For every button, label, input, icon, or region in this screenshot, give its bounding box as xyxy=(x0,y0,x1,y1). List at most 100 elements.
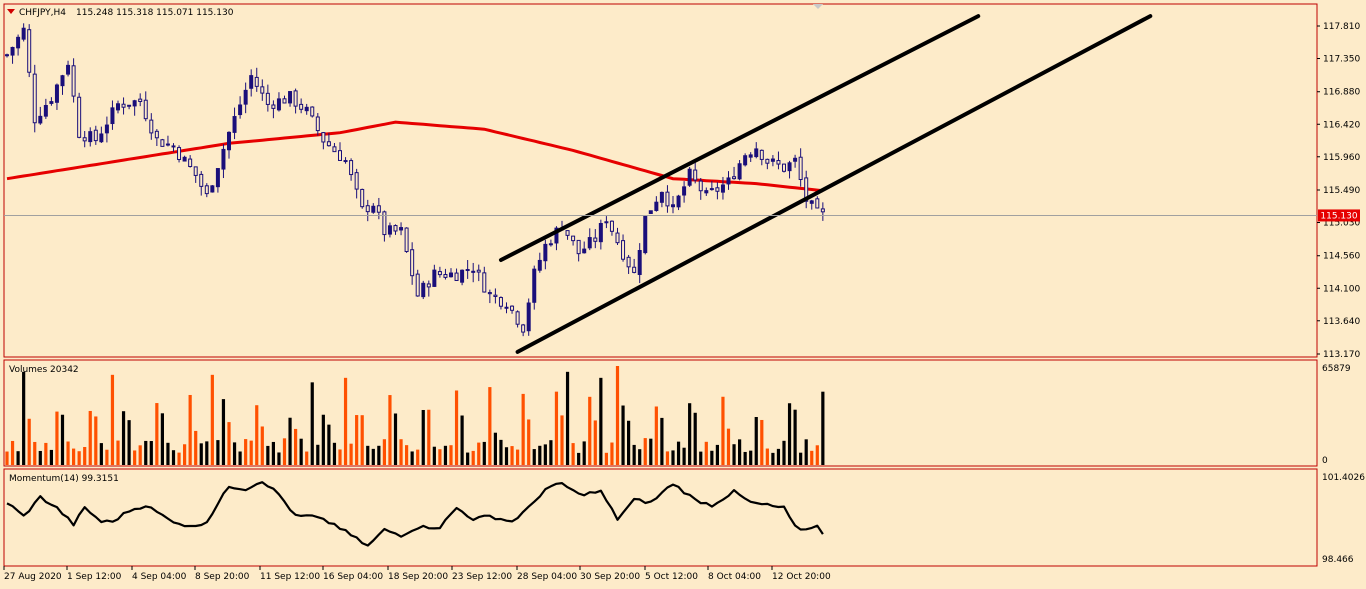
candle xyxy=(193,166,198,183)
candle xyxy=(543,239,548,270)
volume-bar xyxy=(183,444,187,465)
candle xyxy=(487,289,492,304)
volume-bar xyxy=(793,409,797,465)
volume-bar xyxy=(615,366,620,465)
volume-bar xyxy=(5,451,9,465)
volume-bar xyxy=(710,450,714,465)
time-tick-label: 27 Aug 2020 xyxy=(4,572,62,582)
candle xyxy=(709,181,714,191)
candle xyxy=(515,310,520,328)
volume-bar xyxy=(60,414,65,465)
momentum-label: Momentum(14) 99.3151 xyxy=(9,474,119,484)
volume-bar xyxy=(55,411,59,465)
shift-marker-icon[interactable] xyxy=(813,4,823,9)
volume-bar xyxy=(688,403,692,465)
candle xyxy=(66,60,71,77)
channel-lines-group[interactable] xyxy=(498,14,1153,354)
volume-bar xyxy=(432,446,436,465)
volume-bar xyxy=(88,410,92,465)
volume-bar xyxy=(160,413,164,465)
candle xyxy=(321,131,326,150)
candle xyxy=(54,83,59,110)
volume-bar xyxy=(438,449,442,465)
volume-bar xyxy=(810,450,814,465)
candle xyxy=(654,196,659,212)
volume-bar xyxy=(360,415,364,465)
volume-bar xyxy=(654,406,658,465)
volume-bar xyxy=(599,377,603,465)
momentum-panel[interactable]: Momentum(14) 99.3151 101.4026 98.466 xyxy=(3,468,1365,567)
candle xyxy=(715,182,720,200)
volume-bar xyxy=(294,428,298,465)
price-tick-label: 117.810 xyxy=(1323,22,1360,32)
candle xyxy=(671,196,675,214)
volume-bar xyxy=(266,445,270,465)
candle xyxy=(443,268,448,280)
candle xyxy=(110,100,115,130)
candle xyxy=(149,113,154,140)
candle xyxy=(99,126,104,144)
volume-bar xyxy=(232,442,237,465)
candle xyxy=(182,155,187,162)
candle xyxy=(576,239,581,262)
volume-bar xyxy=(776,448,781,465)
candle xyxy=(260,79,265,101)
candle xyxy=(460,269,465,286)
candle xyxy=(759,149,764,166)
volume-bar xyxy=(216,440,220,465)
candle xyxy=(116,100,120,114)
volume-bar xyxy=(543,444,547,465)
volume-bar xyxy=(116,440,120,465)
candle xyxy=(21,23,26,42)
candle xyxy=(49,97,54,106)
candle xyxy=(143,91,148,122)
price-tick-label: 114.560 xyxy=(1323,252,1360,262)
volume-bar xyxy=(421,409,425,465)
volume-bar xyxy=(488,387,492,465)
volume-bar xyxy=(99,443,103,465)
candle xyxy=(521,323,526,337)
volume-panel[interactable]: Volumes 20342 65879 0 xyxy=(3,359,1351,467)
momentum-line xyxy=(6,481,824,547)
channel-line[interactable] xyxy=(498,14,981,262)
candle xyxy=(265,84,270,112)
volume-bar xyxy=(749,450,753,465)
price-tick-label: 113.170 xyxy=(1323,350,1360,360)
candle xyxy=(43,98,48,119)
candle xyxy=(532,265,537,310)
channel-line[interactable] xyxy=(515,14,1153,354)
volume-bar xyxy=(588,396,592,465)
price-tag: 115.130 xyxy=(1318,209,1360,222)
volume-bar xyxy=(482,441,486,465)
candle xyxy=(504,302,509,314)
candle xyxy=(199,171,204,196)
dropdown-triangle-icon[interactable] xyxy=(7,9,15,14)
candle xyxy=(471,262,476,283)
candle xyxy=(593,229,598,249)
candle xyxy=(626,254,631,274)
volume-bar xyxy=(538,445,542,465)
candle xyxy=(454,268,459,281)
volume-bar xyxy=(771,452,775,465)
moving-average-line xyxy=(6,120,824,193)
candle xyxy=(787,160,792,179)
candle xyxy=(720,176,725,200)
candle xyxy=(804,170,809,209)
candle xyxy=(776,151,781,170)
volume-bar xyxy=(77,451,81,465)
candle xyxy=(648,210,653,214)
volume-bar xyxy=(732,444,736,465)
volume-bar xyxy=(44,442,48,465)
candle xyxy=(798,148,803,187)
time-tick-label: 28 Sep 04:00 xyxy=(517,572,577,582)
candle xyxy=(310,106,315,118)
volume-bar xyxy=(738,439,742,465)
candle xyxy=(449,268,453,278)
candle xyxy=(215,168,220,193)
volume-bar xyxy=(416,449,420,465)
candle xyxy=(770,155,775,167)
candle xyxy=(399,222,404,236)
main-panel[interactable]: 117.810 117.350 116.880 116.420 115.960 115.4… xyxy=(3,3,1360,360)
volume-bar xyxy=(787,403,792,465)
candle xyxy=(493,288,498,304)
